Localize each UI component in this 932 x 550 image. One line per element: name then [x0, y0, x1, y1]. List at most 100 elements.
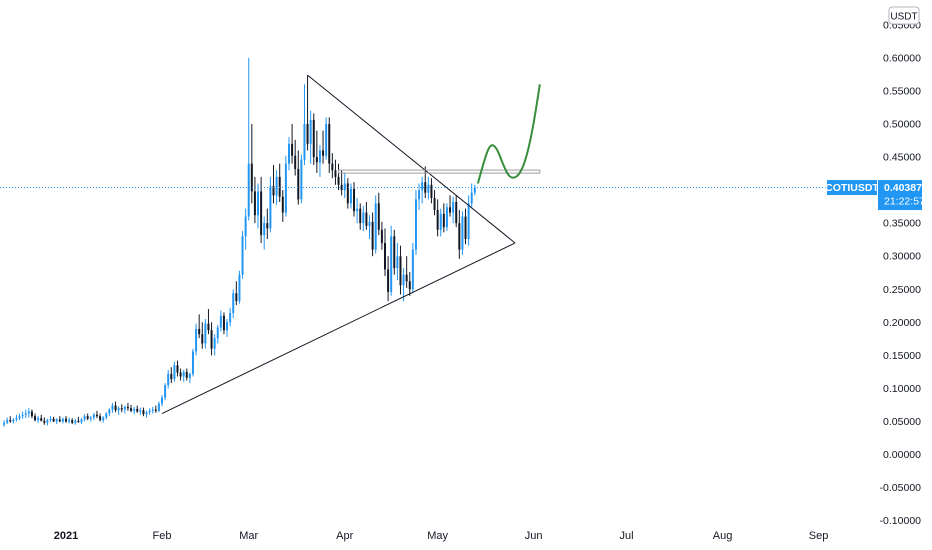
projection-path[interactable]: [476, 84, 541, 184]
candle-body: [365, 212, 368, 226]
time-tick-label: Jul: [620, 530, 634, 542]
candle-body: [362, 212, 365, 224]
candle-body: [263, 223, 266, 236]
candle-body: [250, 163, 253, 192]
candle: [359, 203, 362, 230]
candle-body: [281, 196, 284, 213]
candle: [92, 412, 95, 421]
candle: [198, 314, 201, 339]
plot-area[interactable]: [3, 57, 476, 427]
lower-trendline[interactable]: [161, 242, 516, 414]
candle: [365, 201, 368, 230]
candle-body: [442, 213, 445, 228]
candle: [130, 404, 133, 413]
candle-body: [439, 213, 442, 230]
candle: [433, 190, 436, 216]
candle-body: [356, 208, 359, 212]
candle-body: [114, 405, 117, 411]
candle: [418, 183, 421, 210]
candle-body: [238, 274, 241, 302]
candle: [37, 416, 40, 423]
candle-body: [291, 143, 294, 156]
candle: [387, 256, 390, 302]
candle-body: [269, 186, 272, 229]
currency-label[interactable]: USDT: [888, 6, 920, 25]
candle: [362, 205, 365, 232]
candle: [383, 228, 386, 277]
candle: [145, 410, 148, 418]
candle-body: [222, 315, 225, 331]
candle-body: [77, 420, 80, 423]
candle: [374, 195, 377, 254]
candle-body: [46, 420, 49, 423]
candle: [411, 242, 414, 294]
candle: [430, 178, 433, 204]
candle-body: [287, 143, 290, 164]
candle: [161, 395, 164, 407]
candle: [148, 408, 151, 415]
drawings-layer[interactable]: [161, 74, 541, 414]
candle: [371, 212, 374, 257]
candle-body: [95, 414, 98, 417]
price-tick-label: 0.35000: [883, 218, 921, 230]
candle: [291, 124, 294, 164]
candle: [257, 183, 260, 229]
resistance-zone[interactable]: [338, 169, 541, 174]
candle-body: [210, 330, 213, 349]
candle-body: [377, 203, 380, 230]
candle-body: [99, 416, 102, 421]
candle-body: [164, 385, 167, 398]
candle-body: [170, 373, 173, 380]
candle-body: [145, 412, 148, 415]
candle: [49, 416, 52, 423]
candle-body: [374, 203, 377, 250]
candle: [151, 406, 154, 414]
candle-body: [148, 410, 151, 413]
candle-body: [108, 409, 111, 414]
candle-body: [12, 419, 15, 422]
candle: [284, 155, 287, 217]
candle-body: [309, 120, 312, 144]
candle-body: [61, 418, 64, 422]
candle-body: [154, 409, 157, 411]
candle: [436, 199, 439, 237]
candle: [191, 348, 194, 377]
time-axis[interactable]: 2021 Feb Mar Apr May Jun Jul Aug Sep: [54, 530, 829, 542]
candle: [331, 153, 334, 179]
candle-body: [315, 157, 318, 163]
candle-body: [52, 418, 55, 422]
candle: [219, 310, 222, 332]
candle: [229, 307, 232, 327]
price-tick-label: 0.55000: [883, 85, 921, 97]
candle-body: [142, 410, 145, 415]
candle: [95, 410, 98, 419]
candle: [133, 406, 136, 415]
candle-body: [470, 192, 473, 204]
candle-body: [390, 236, 393, 292]
candle-body: [473, 187, 476, 193]
candle-body: [188, 373, 191, 378]
candle: [55, 418, 58, 425]
candle: [99, 413, 102, 422]
candle: [244, 208, 247, 250]
candle-body: [421, 182, 424, 191]
candle-body: [340, 184, 343, 191]
candle: [86, 413, 89, 421]
candle: [445, 203, 448, 232]
price-badge-value: 0.40387: [884, 182, 922, 194]
candle-body: [371, 221, 374, 250]
candle-body: [133, 408, 136, 411]
price-badge-countdown: 21:22:57: [884, 196, 925, 208]
candle-body: [74, 420, 77, 423]
candle: [368, 215, 371, 240]
candle-body: [55, 419, 58, 422]
candle: [318, 145, 321, 177]
price-tick-label: 0.45000: [883, 152, 921, 164]
candle-body: [433, 198, 436, 210]
candle-body: [213, 338, 216, 349]
candle: [83, 414, 86, 422]
candle-body: [331, 163, 334, 171]
candle: [6, 417, 9, 425]
upper-trendline[interactable]: [307, 74, 516, 244]
